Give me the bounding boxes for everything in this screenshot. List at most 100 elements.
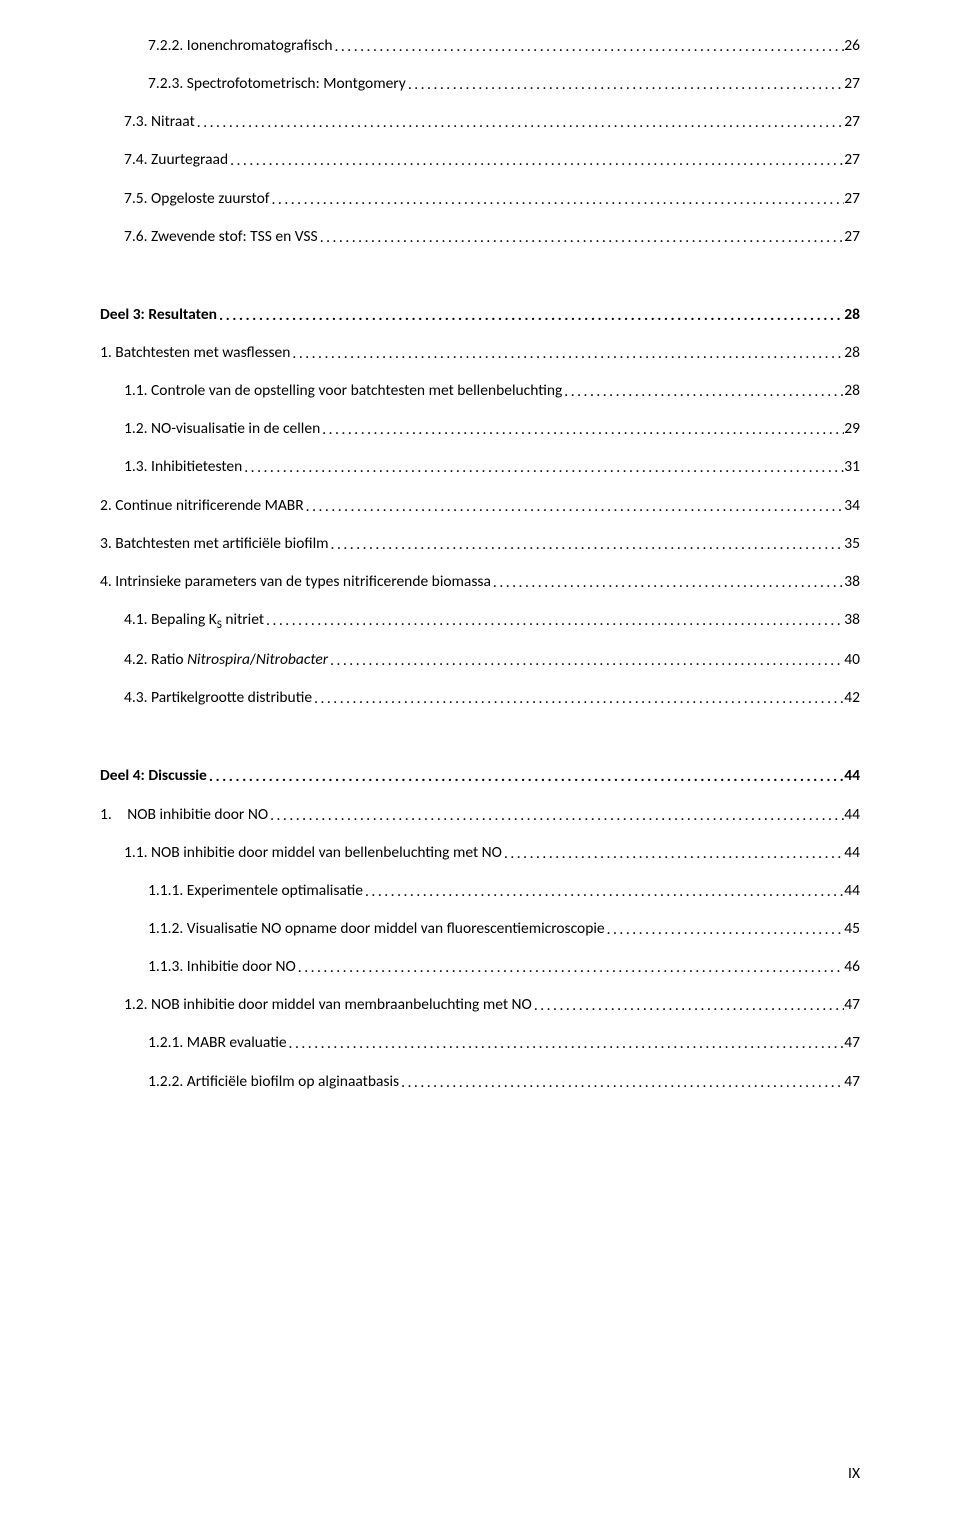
toc-dot-leader (328, 651, 844, 671)
toc-entry-label: 4.3. Partikelgrootte distributie (124, 688, 312, 708)
toc-entry: 1.1. NOB inhibitie door middel van belle… (100, 843, 860, 863)
toc-entry: Deel 3: Resultaten 28 (100, 305, 860, 325)
toc-entry-label: 1.3. Inhibitietesten (124, 457, 242, 477)
toc-entry-label: 1.1.1. Experimentele optimalisatie (148, 881, 363, 901)
toc-entry-page: 28 (844, 381, 860, 401)
toc-entry-page: 27 (844, 112, 860, 132)
toc-entry-page: 26 (844, 36, 860, 56)
toc-dot-leader (268, 806, 844, 826)
toc-entry-page: 42 (844, 688, 860, 708)
toc-entry-label: 2. Continue nitrificerende MABR (100, 496, 304, 516)
toc-entry-page: 31 (844, 457, 860, 477)
toc-entry-page: 44 (844, 843, 860, 863)
toc-entry-label: 4.2. Ratio Nitrospira/Nitrobacter (124, 650, 328, 670)
toc-entry-page: 44 (844, 805, 860, 825)
toc-entry: 4. Intrinsieke parameters van de types n… (100, 572, 860, 592)
toc-dot-leader (287, 1034, 845, 1054)
toc-entry: 4.1. Bepaling KS nitriet 38 (100, 610, 860, 632)
toc-entry-label: 7.2.3. Spectrofotometrisch: Montgomery (148, 74, 406, 94)
toc-entry: 4.3. Partikelgrootte distributie 42 (100, 688, 860, 708)
toc-entry: 1.2.2. Artificiële biofilm op alginaatba… (100, 1072, 860, 1092)
toc-dot-leader (332, 37, 844, 57)
toc-dot-leader (195, 113, 845, 133)
toc-entry-page: 38 (844, 610, 860, 630)
toc-entry-label: 4.1. Bepaling KS nitriet (124, 610, 264, 632)
toc-entry-label: 1.2.1. MABR evaluatie (148, 1033, 287, 1053)
toc-entry-label: 4. Intrinsieke parameters van de types n… (100, 572, 491, 592)
toc-dot-leader (320, 420, 844, 440)
toc-dot-leader (491, 573, 844, 593)
toc-entry-page: 28 (844, 343, 860, 363)
toc-dot-leader (363, 882, 844, 902)
toc-dot-leader (399, 1073, 844, 1093)
toc-entry-label: 3. Batchtesten met artificiële biofilm (100, 534, 329, 554)
toc-dot-leader (312, 689, 844, 709)
toc-entry-label: 1.2. NOB inhibitie door middel van membr… (124, 995, 532, 1015)
toc-entry: 1. Batchtesten met wasflessen 28 (100, 343, 860, 363)
toc-dot-leader (217, 306, 844, 326)
toc-entry-page: 34 (844, 496, 860, 516)
toc-entry: 1.1.3. Inhibitie door NO 46 (100, 957, 860, 977)
toc-entry-label: Deel 3: Resultaten (100, 305, 217, 325)
toc-entry: 7.2.3. Spectrofotometrisch: Montgomery 2… (100, 74, 860, 94)
table-of-contents: 7.2.2. Ionenchromatografisch 26 7.2.3. Sp… (100, 36, 860, 1092)
toc-dot-leader (290, 344, 844, 364)
toc-entry: Deel 4: Discussie 44 (100, 766, 860, 786)
toc-entry-label: Deel 4: Discussie (100, 766, 207, 786)
toc-entry: 7.6. Zwevende stof: TSS en VSS 27 (100, 227, 860, 247)
toc-entry-page: 40 (844, 650, 860, 670)
toc-dot-leader (296, 958, 845, 978)
toc-entry: 1.2. NOB inhibitie door middel van membr… (100, 995, 860, 1015)
toc-entry: 7.3. Nitraat 27 (100, 112, 860, 132)
page: 7.2.2. Ionenchromatografisch 26 7.2.3. Sp… (0, 0, 960, 1521)
toc-entry-page: 47 (844, 995, 860, 1015)
toc-entry-label: 7.4. Zuurtegraad (124, 150, 228, 170)
toc-dot-leader (562, 382, 844, 402)
toc-entry-label: 1.1.2. Visualisatie NO opname door midde… (148, 919, 605, 939)
toc-entry: 1. NOB inhibitie door NO 44 (100, 805, 860, 825)
toc-entry-label: 1.2.2. Artificiële biofilm op alginaatba… (148, 1072, 399, 1092)
toc-entry-page: 35 (844, 534, 860, 554)
toc-entry-label: 7.3. Nitraat (124, 112, 195, 132)
toc-dot-leader (304, 497, 845, 517)
toc-entry-label: 1.1. Controle van de opstelling voor bat… (124, 381, 562, 401)
toc-dot-leader (532, 996, 844, 1016)
toc-entry: 7.2.2. Ionenchromatografisch 26 (100, 36, 860, 56)
toc-entry-label: 1. NOB inhibitie door NO (100, 805, 268, 825)
toc-dot-leader (228, 151, 844, 171)
toc-entry-label: 1.2. NO-visualisatie in de cellen (124, 419, 320, 439)
toc-dot-leader (406, 75, 844, 95)
toc-entry-page: 47 (844, 1072, 860, 1092)
toc-entry: 3. Batchtesten met artificiële biofilm 3… (100, 534, 860, 554)
toc-entry: 1.1.1. Experimentele optimalisatie 44 (100, 881, 860, 901)
toc-entry-page: 47 (844, 1033, 860, 1053)
page-number: IX (848, 1464, 860, 1483)
toc-entry: 7.4. Zuurtegraad 27 (100, 150, 860, 170)
toc-entry-page: 29 (844, 419, 860, 439)
toc-entry: 4.2. Ratio Nitrospira/Nitrobacter 40 (100, 650, 860, 670)
toc-entry-page: 27 (844, 150, 860, 170)
toc-entry: 1.2.1. MABR evaluatie 47 (100, 1033, 860, 1053)
toc-dot-leader (318, 228, 845, 248)
toc-dot-leader (242, 458, 844, 478)
toc-entry: 1.1. Controle van de opstelling voor bat… (100, 381, 860, 401)
toc-entry-page: 46 (844, 957, 860, 977)
toc-dot-leader (605, 920, 845, 940)
toc-entry-page: 38 (844, 572, 860, 592)
toc-entry-label: 7.6. Zwevende stof: TSS en VSS (124, 227, 318, 247)
toc-entry-page: 45 (844, 919, 860, 939)
toc-entry: 1.2. NO-visualisatie in de cellen 29 (100, 419, 860, 439)
toc-entry: 7.5. Opgeloste zuurstof 27 (100, 189, 860, 209)
toc-entry: 2. Continue nitrificerende MABR 34 (100, 496, 860, 516)
toc-entry: 1.1.2. Visualisatie NO opname door midde… (100, 919, 860, 939)
toc-entry-page: 44 (844, 766, 860, 786)
toc-dot-leader (329, 535, 845, 555)
toc-dot-leader (502, 844, 844, 864)
toc-entry-label: 7.2.2. Ionenchromatografisch (148, 36, 332, 56)
toc-entry-page: 27 (844, 189, 860, 209)
toc-entry-page: 27 (844, 227, 860, 247)
toc-dot-leader (207, 767, 844, 787)
toc-entry-page: 44 (844, 881, 860, 901)
toc-entry-label: 1.1.3. Inhibitie door NO (148, 957, 296, 977)
toc-dot-leader (270, 190, 845, 210)
